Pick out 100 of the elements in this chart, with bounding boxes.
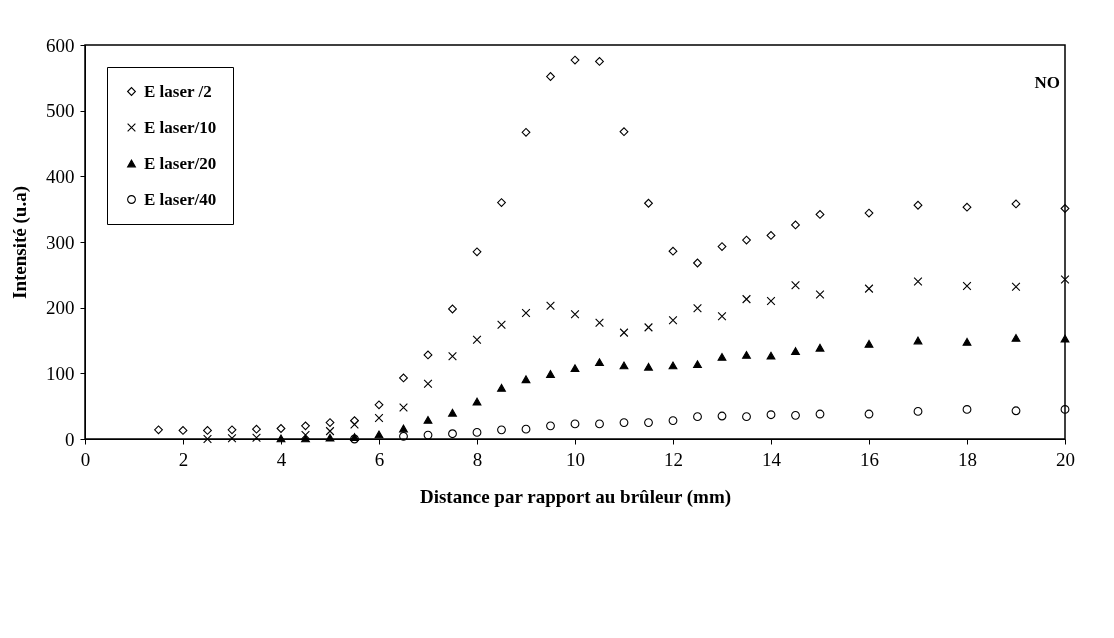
point	[325, 433, 335, 442]
point	[815, 290, 825, 299]
legend-label: E laser/40	[144, 189, 217, 209]
point	[766, 351, 776, 360]
point	[595, 358, 604, 367]
x-tick-label: 4	[276, 448, 287, 470]
point	[350, 420, 359, 429]
point	[423, 416, 433, 424]
point	[399, 373, 408, 383]
point	[154, 425, 163, 435]
x-tick-label: 16	[860, 448, 879, 470]
point	[276, 424, 286, 433]
point	[668, 416, 678, 426]
point	[399, 403, 408, 412]
point	[252, 433, 261, 443]
point	[448, 351, 457, 361]
point	[644, 362, 653, 371]
point	[742, 294, 751, 304]
y-axis-title: Intensité (u.a)	[9, 186, 31, 299]
point	[791, 220, 800, 230]
point	[962, 405, 972, 414]
point	[497, 425, 506, 435]
point	[1011, 333, 1021, 342]
point	[595, 419, 604, 429]
point	[693, 303, 702, 313]
point	[717, 242, 727, 252]
point	[448, 429, 457, 439]
point	[619, 127, 629, 137]
point	[864, 409, 874, 419]
point	[693, 360, 702, 369]
y-tick-label: 600	[46, 34, 75, 56]
point	[742, 235, 751, 245]
point	[717, 353, 727, 361]
point	[619, 418, 629, 427]
point	[546, 370, 555, 378]
point	[252, 424, 261, 434]
point	[521, 308, 531, 318]
point	[668, 246, 678, 256]
point	[570, 364, 580, 372]
point	[203, 426, 212, 435]
point	[644, 322, 653, 332]
point	[766, 410, 776, 420]
annotation: NO	[1034, 73, 1060, 92]
point	[374, 413, 384, 423]
point	[472, 397, 482, 406]
point	[178, 426, 188, 435]
x-tick-label: 2	[178, 448, 189, 470]
point	[864, 208, 874, 218]
point	[1060, 405, 1070, 414]
point	[619, 361, 629, 370]
point	[374, 430, 384, 439]
x-tick-label: 18	[958, 448, 977, 470]
point	[864, 284, 874, 294]
point	[227, 425, 237, 435]
legend-label: E laser/20	[144, 153, 217, 173]
point	[301, 421, 310, 431]
point	[791, 347, 800, 355]
point	[423, 430, 433, 440]
point	[448, 408, 457, 417]
legend-label: E laser/10	[144, 117, 217, 137]
point	[521, 375, 531, 384]
point	[546, 301, 555, 311]
point	[497, 383, 506, 392]
point	[595, 318, 604, 328]
point	[399, 424, 408, 433]
point	[668, 315, 678, 325]
point	[472, 247, 482, 257]
point	[815, 409, 825, 419]
point	[619, 328, 629, 338]
y-tick-label: 500	[46, 100, 75, 122]
point	[570, 309, 580, 319]
point	[693, 258, 702, 268]
point	[962, 337, 972, 346]
point	[325, 426, 335, 436]
point	[227, 433, 237, 443]
point	[570, 55, 580, 65]
point	[276, 434, 286, 443]
point	[815, 210, 825, 219]
point	[742, 412, 751, 422]
legend-label: E laser /2	[144, 81, 212, 101]
point	[962, 202, 972, 212]
point	[644, 198, 653, 208]
point	[374, 400, 384, 410]
x-axis-title: Distance par rapport au brûleur (mm)	[419, 485, 732, 508]
point	[766, 296, 776, 306]
point	[521, 424, 531, 434]
x-tick-label: 0	[80, 448, 91, 470]
point	[693, 412, 702, 422]
x-tick-label: 6	[374, 448, 385, 470]
point	[791, 410, 800, 420]
point	[913, 407, 923, 416]
point	[791, 280, 800, 290]
point	[1011, 199, 1021, 209]
point	[423, 379, 433, 389]
point	[497, 198, 506, 208]
point	[472, 335, 482, 345]
x-tick-label: 14	[762, 448, 782, 470]
point	[913, 200, 923, 210]
point	[766, 231, 776, 240]
point	[668, 361, 678, 370]
